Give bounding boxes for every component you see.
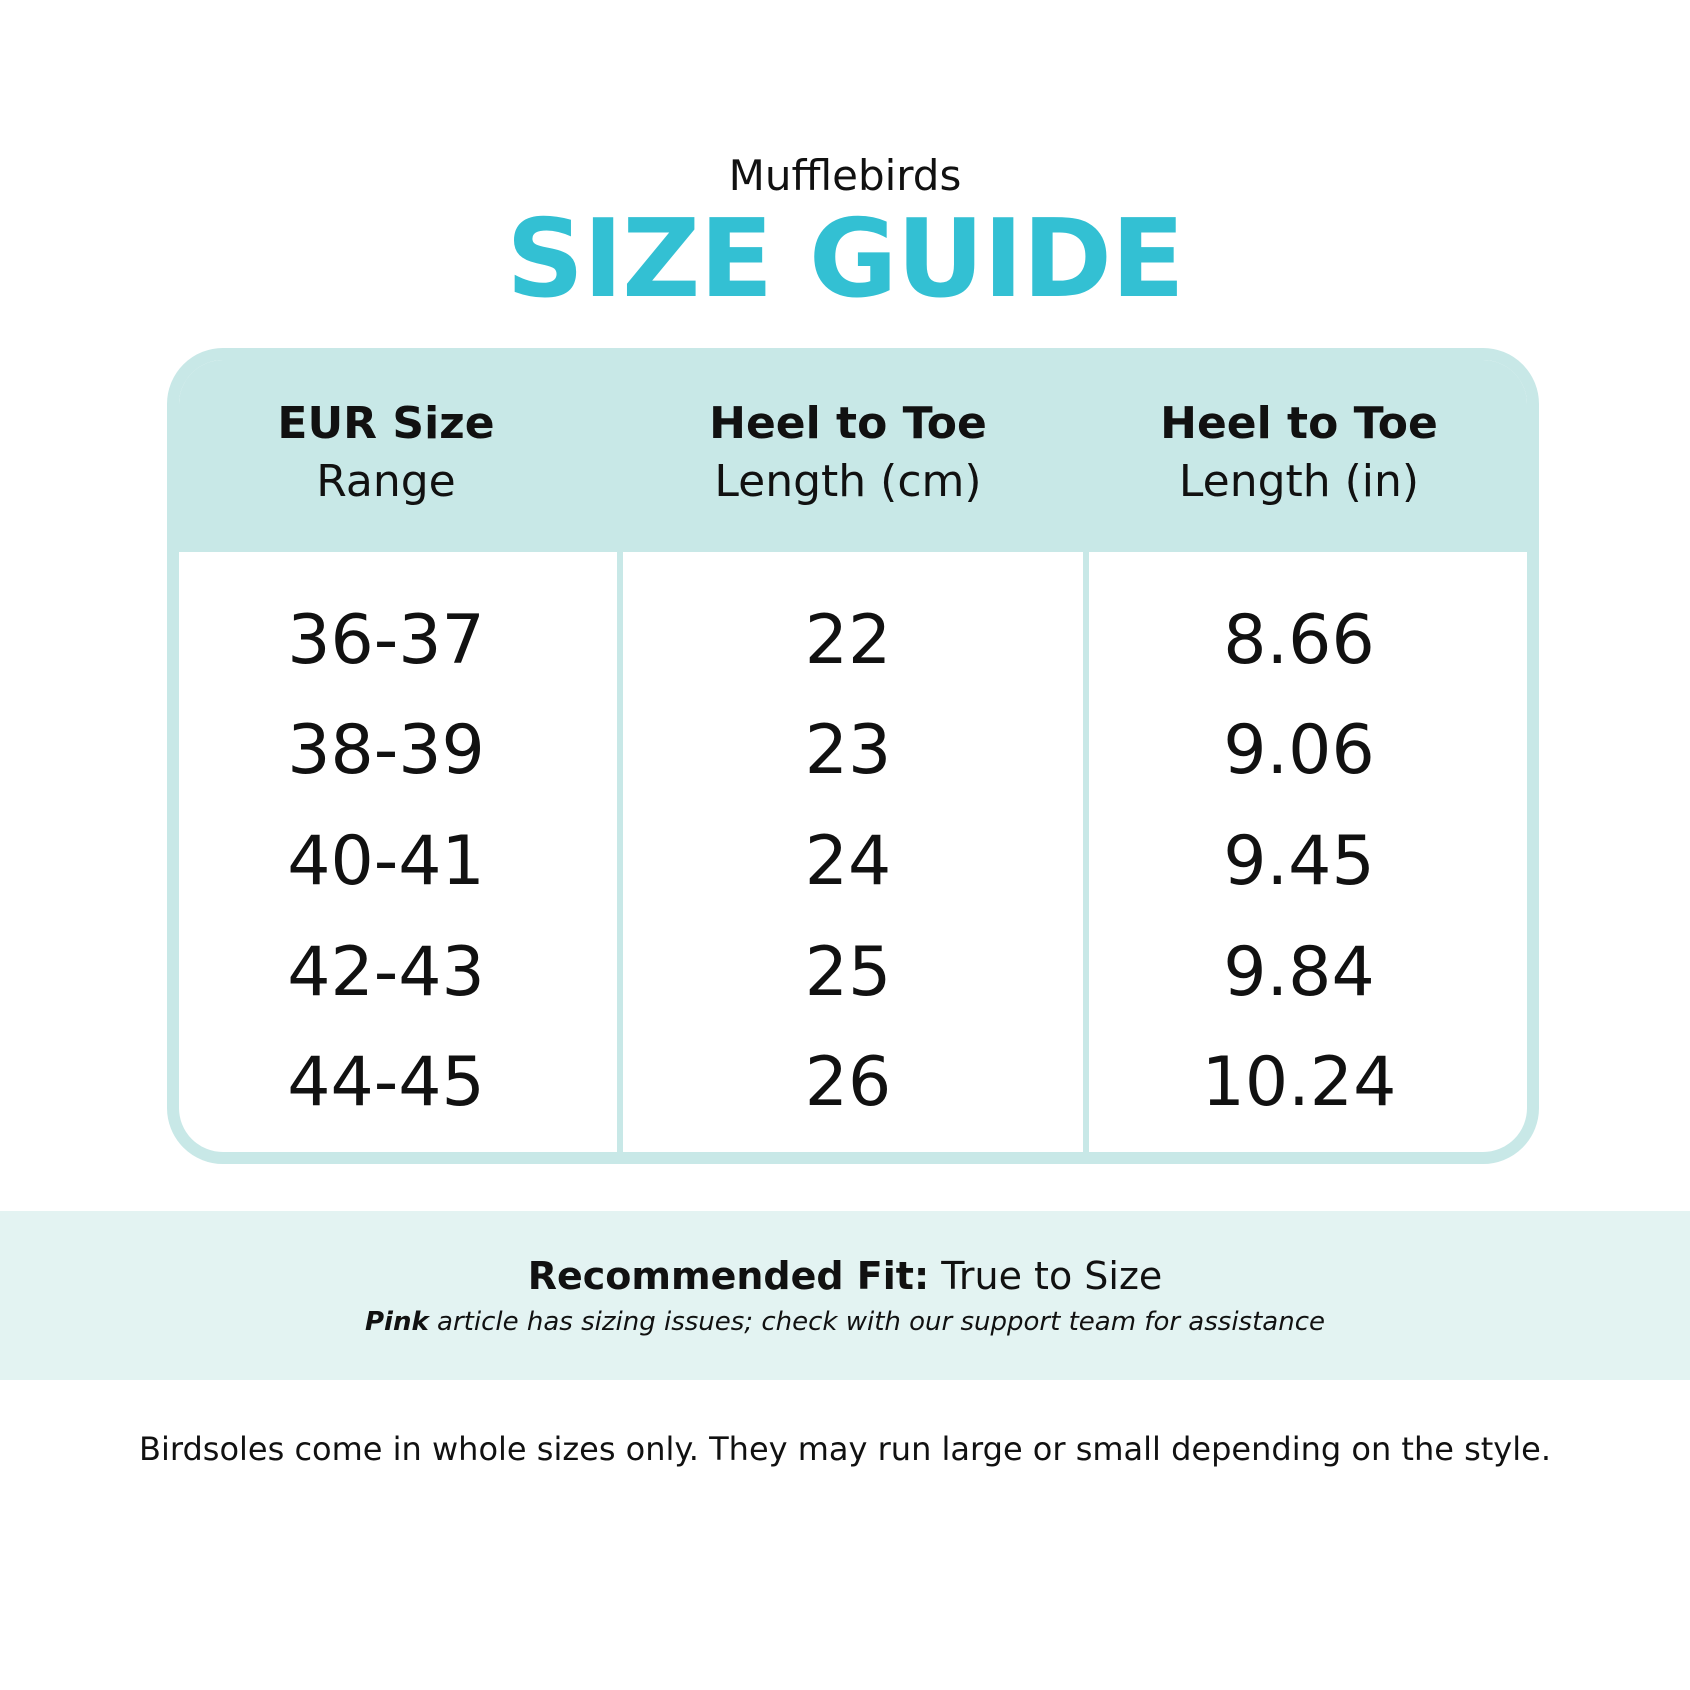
fit-note: Pink article has sizing issues; check wi…	[0, 1305, 1690, 1339]
table-cell: 26	[804, 1043, 892, 1122]
table-cell: 9.45	[1223, 822, 1375, 901]
page-title: SIZE GUIDE	[506, 197, 1185, 322]
brand-name: Mufflebirds	[728, 151, 962, 200]
note-text: article has sizing issues; check with ou…	[437, 1307, 1325, 1337]
table-cell: 38-39	[287, 711, 485, 790]
table-cell: 44-45	[287, 1043, 485, 1122]
fit-label: Recommended Fit:	[527, 1254, 930, 1298]
table-cell: 36-37	[287, 601, 485, 680]
note-highlight: Pink	[365, 1307, 429, 1337]
size-table	[167, 348, 1539, 1164]
recommended-fit: Recommended Fit: True to Size	[0, 1252, 1690, 1300]
table-cell: 24	[804, 822, 892, 901]
table-cell: 40-41	[287, 822, 485, 901]
column-header-line1: Heel to Toe	[1160, 398, 1438, 449]
column-header-line2: Range	[316, 456, 456, 507]
column-header-line2: Length (in)	[1178, 456, 1420, 507]
column-header-line2: Length (cm)	[714, 456, 982, 507]
column-divider	[1083, 552, 1089, 1152]
table-cell: 8.66	[1223, 601, 1375, 680]
column-header-line1: EUR Size	[277, 398, 495, 449]
table-cell: 22	[804, 601, 892, 680]
table-cell: 23	[804, 711, 892, 790]
fit-value: True to Size	[941, 1254, 1163, 1298]
table-cell: 10.24	[1201, 1043, 1397, 1122]
table-cell: 25	[804, 933, 892, 1012]
fit-banner	[0, 1211, 1690, 1380]
column-divider	[617, 552, 623, 1152]
table-cell: 42-43	[287, 933, 485, 1012]
table-header	[179, 360, 1527, 552]
table-cell: 9.84	[1223, 933, 1375, 1012]
footer-note: Birdsoles come in whole sizes only. They…	[139, 1430, 1551, 1468]
column-header-line1: Heel to Toe	[709, 398, 987, 449]
table-cell: 9.06	[1223, 711, 1375, 790]
